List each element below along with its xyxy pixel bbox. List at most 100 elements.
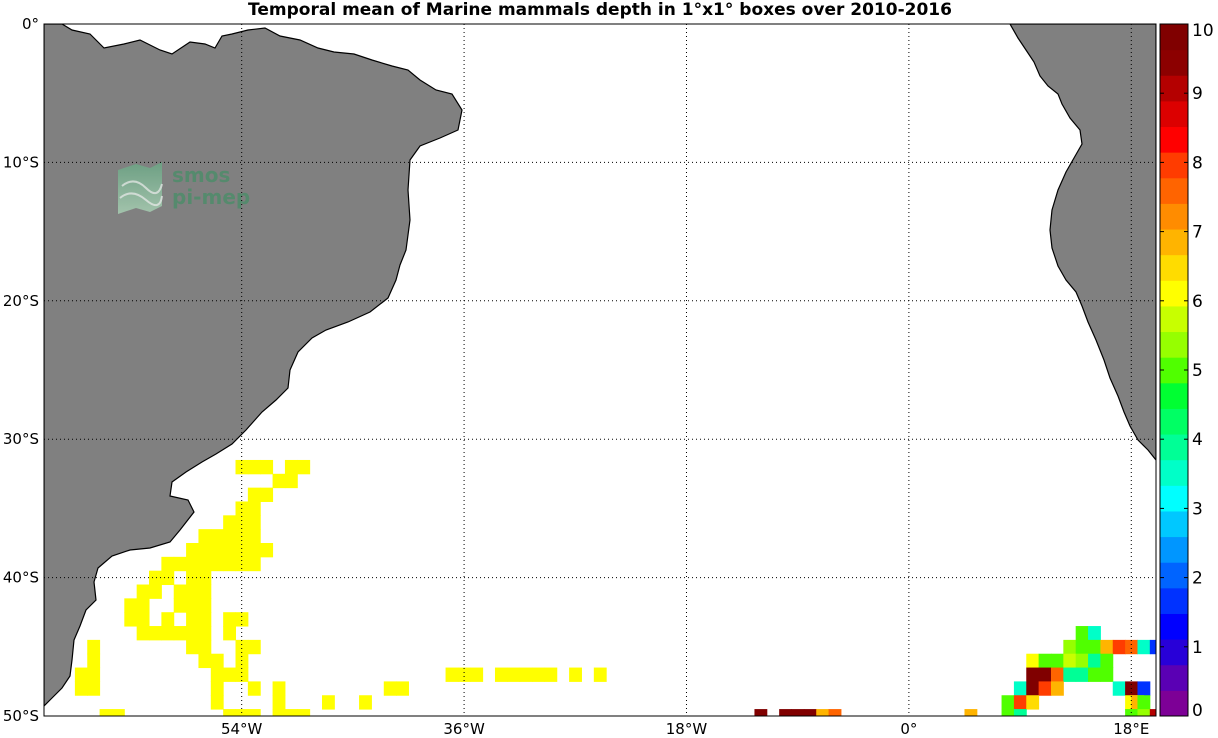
- colorbar-segment: [1160, 177, 1188, 204]
- data-cell: [223, 709, 237, 716]
- data-cell: [210, 653, 224, 669]
- data-cell: [186, 556, 199, 572]
- data-cell: [210, 556, 224, 572]
- colorbar-segment: [1160, 229, 1188, 256]
- data-cell: [260, 459, 274, 475]
- data-cell: [1125, 639, 1138, 655]
- lat-tick-label: 30°S: [3, 430, 39, 448]
- data-cell: [1063, 667, 1077, 682]
- data-cell: [198, 612, 212, 627]
- colorbar-tick-label: 5: [1192, 361, 1203, 381]
- data-cell: [111, 709, 125, 716]
- data-cell: [1112, 639, 1126, 655]
- data-cell: [1001, 695, 1015, 710]
- data-cell: [186, 584, 199, 599]
- data-cell: [1013, 681, 1027, 696]
- data-cell: [519, 667, 533, 682]
- data-cell: [186, 598, 199, 613]
- data-cell: [272, 681, 286, 696]
- data-cell: [1026, 695, 1040, 710]
- data-cell: [173, 584, 187, 599]
- colorbar-segment: [1160, 382, 1188, 409]
- data-cell: [1100, 667, 1114, 682]
- colorbar-segment: [1160, 254, 1188, 281]
- data-cell: [791, 709, 805, 716]
- data-cell: [260, 487, 274, 502]
- data-cell: [272, 695, 286, 710]
- data-cell: [1137, 639, 1151, 655]
- data-cell: [1038, 681, 1052, 696]
- data-cell: [198, 598, 212, 613]
- data-cell: [186, 639, 199, 655]
- lon-tick-label: 0°: [900, 720, 917, 738]
- colorbar-tick-label: 2: [1192, 569, 1203, 589]
- colorbar-segment: [1160, 562, 1188, 589]
- data-cell: [1026, 681, 1040, 696]
- colorbar-segment: [1160, 203, 1188, 230]
- data-cell: [1137, 695, 1151, 710]
- colorbar-segment: [1160, 690, 1188, 717]
- data-cell: [569, 667, 582, 682]
- colorbar-tick-label: 0: [1192, 701, 1203, 721]
- colorbar-segment: [1160, 152, 1188, 179]
- colorbar: 0 1 2 3 4 5 6 7 8 9 10: [1159, 21, 1214, 721]
- data-cell: [186, 543, 199, 558]
- data-cell: [136, 612, 150, 627]
- data-cell: [235, 459, 249, 475]
- data-cell: [198, 543, 212, 558]
- data-cell: [223, 612, 237, 627]
- data-cell: [173, 598, 187, 613]
- colorbar-tick-label: 3: [1192, 499, 1203, 519]
- data-cell: [1088, 626, 1101, 641]
- data-cell: [161, 556, 175, 572]
- data-cell: [247, 515, 261, 530]
- colorbar-tick-label: 10: [1192, 21, 1214, 41]
- data-cell: [1088, 653, 1101, 669]
- data-cell: [457, 667, 471, 682]
- colorbar-segment: [1160, 24, 1188, 51]
- data-cell: [247, 709, 261, 716]
- data-cell: [223, 515, 237, 530]
- data-cell: [235, 543, 249, 558]
- data-cell: [1149, 709, 1156, 716]
- data-cell: [223, 626, 237, 641]
- data-cell: [173, 626, 187, 641]
- data-cell: [210, 529, 224, 544]
- colorbar-tick-label: 9: [1192, 84, 1203, 104]
- data-cell: [223, 543, 237, 558]
- colorbar-segment: [1160, 459, 1188, 486]
- data-cell: [198, 529, 212, 544]
- data-cell: [272, 709, 286, 716]
- data-cell: [754, 709, 768, 716]
- data-cell: [210, 667, 224, 682]
- colorbar-tick-label: 8: [1192, 153, 1203, 173]
- data-cell: [1075, 667, 1089, 682]
- colorbar-segment: [1160, 75, 1188, 102]
- data-cell: [445, 667, 459, 682]
- colorbar-segment: [1160, 485, 1188, 512]
- smos-pimep-logo: smos pi-mep: [118, 162, 250, 214]
- data-cell: [186, 626, 199, 641]
- data-cell: [284, 709, 298, 716]
- data-cell: [99, 709, 113, 716]
- data-cell: [1063, 639, 1077, 655]
- data-cell: [198, 556, 212, 572]
- data-cell: [235, 515, 249, 530]
- data-cell: [1088, 639, 1101, 655]
- colorbar-segment: [1160, 100, 1188, 128]
- data-cell: [816, 709, 830, 716]
- data-cell: [210, 681, 224, 696]
- data-cell: [284, 473, 298, 489]
- data-cell: [1088, 667, 1101, 682]
- data-cell: [149, 570, 162, 586]
- data-cell: [247, 556, 261, 572]
- colorbar-segment: [1160, 587, 1188, 614]
- data-cell: [87, 639, 101, 655]
- map-frame: [43, 23, 1157, 717]
- data-cell: [1013, 695, 1027, 710]
- data-cell: [210, 695, 224, 710]
- colorbar-segment: [1160, 280, 1188, 307]
- colorbar-segment: [1160, 331, 1188, 358]
- data-cell: [223, 667, 237, 682]
- data-cell: [1100, 653, 1114, 669]
